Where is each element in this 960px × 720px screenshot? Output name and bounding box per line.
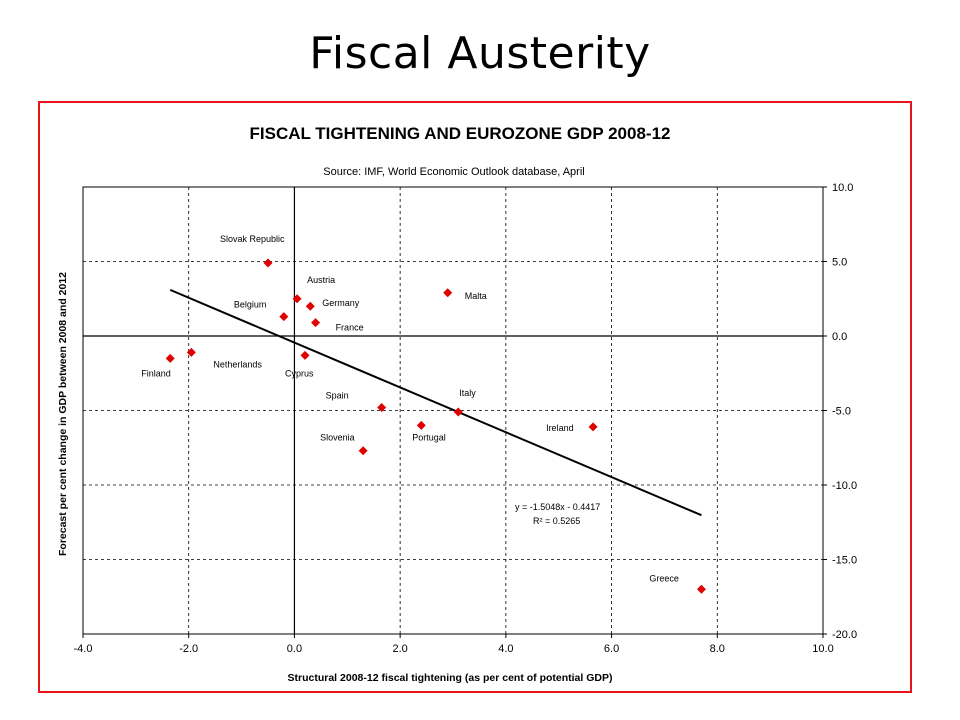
point-greece [696, 584, 706, 594]
point-label-greece: Greece [649, 573, 679, 583]
point-netherlands [186, 347, 196, 357]
point-cyprus [300, 350, 310, 360]
x-tick-label: 10.0 [812, 643, 833, 655]
trendline [169, 288, 702, 517]
y-tick-label: -10.0 [832, 480, 857, 492]
chart-title: FISCAL TIGHTENING AND EUROZONE GDP 2008-… [250, 124, 671, 143]
x-tick-label: -2.0 [179, 643, 198, 655]
point-label-portugal: Portugal [412, 432, 446, 442]
point-germany [305, 301, 315, 311]
chart-frame: FISCAL TIGHTENING AND EUROZONE GDP 2008-… [38, 101, 912, 693]
trendline-r2: R² = 0.5265 [533, 516, 580, 526]
point-label-germany: Germany [322, 298, 360, 308]
y-tick-label: -20.0 [832, 629, 857, 641]
point-label-slovenia: Slovenia [320, 433, 355, 443]
x-tick-label: 4.0 [498, 643, 513, 655]
y-tick-label: 10.0 [832, 182, 853, 194]
point-label-spain: Spain [326, 391, 349, 401]
point-label-ireland: Ireland [546, 423, 574, 433]
point-label-slovak-republic: Slovak Republic [220, 234, 285, 244]
x-tick-label: 0.0 [287, 643, 302, 655]
y-tick-label: -5.0 [832, 406, 851, 418]
scatter-chart: FISCAL TIGHTENING AND EUROZONE GDP 2008-… [57, 124, 858, 684]
point-portugal [416, 420, 426, 430]
point-label-france: France [336, 323, 364, 333]
point-label-finland: Finland [141, 368, 171, 378]
y-tick-label: -15.0 [832, 555, 857, 567]
point-label-netherlands: Netherlands [213, 359, 262, 369]
x-tick-label: -4.0 [74, 643, 93, 655]
chart-subtitle: Source: IMF, World Economic Outlook data… [323, 166, 584, 178]
point-italy [453, 407, 463, 417]
trendline-equation: y = -1.5048x - 0.4417 [515, 502, 600, 512]
point-austria [292, 294, 302, 304]
y-tick-label: 0.0 [832, 331, 847, 343]
point-label-malta: Malta [465, 291, 487, 301]
point-slovak-republic [263, 258, 273, 268]
y-axis-title: Forecast per cent change in GDP between … [57, 272, 69, 556]
x-tick-label: 6.0 [604, 643, 619, 655]
point-malta [443, 288, 453, 298]
point-label-cyprus: Cyprus [285, 368, 314, 378]
x-tick-label: 8.0 [710, 643, 725, 655]
point-france [311, 318, 321, 328]
x-tick-label: 2.0 [392, 643, 407, 655]
point-label-italy: Italy [459, 388, 476, 398]
axis-layer: -4.0 -2.0 0.0 2.0 4.0 6.0 8.0 10.0 10.0 5.0 0.0 -5.… [74, 182, 858, 655]
point-belgium [279, 312, 289, 322]
point-finland [165, 353, 175, 363]
point-label-austria: Austria [307, 275, 335, 285]
x-axis-title: Structural 2008-12 fiscal tightening (as… [288, 672, 613, 684]
points-layer: Slovak Republic Austria Germany Belgium Fran… [141, 234, 706, 594]
point-ireland [588, 422, 598, 432]
y-tick-label: 5.0 [832, 257, 847, 269]
point-slovenia [358, 446, 368, 456]
slide-title: Fiscal Austerity [309, 28, 651, 79]
trendline-layer [169, 288, 702, 517]
point-label-belgium: Belgium [234, 300, 267, 310]
point-spain [377, 403, 387, 413]
